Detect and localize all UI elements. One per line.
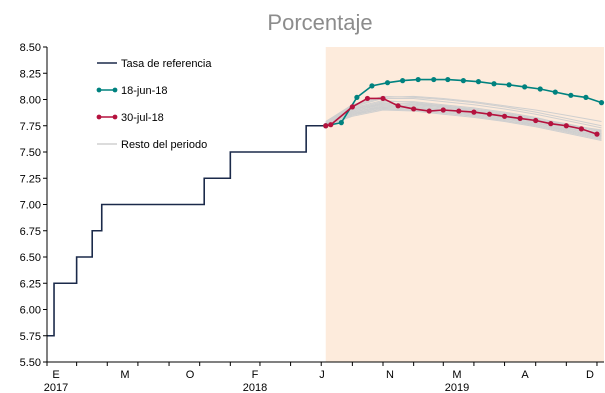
y-tick-label: 6.25 [20,278,41,290]
series-1-point [445,76,451,83]
series-1-point [415,76,421,83]
x-year-label: 2018 [243,382,267,393]
series-1-point [369,83,375,89]
x-tick-label: D [586,369,594,381]
legend-marker [96,114,102,120]
legend-marker [112,114,118,120]
y-tick-label: 7.25 [20,173,41,185]
series-1-point [522,84,528,90]
series-1-point [354,94,360,100]
y-tick-label: 5.50 [20,357,41,369]
chart-title: Porcentaje [267,10,372,35]
y-tick-label: 8.00 [20,95,41,107]
series-2-point [323,123,329,129]
series-1-point [338,120,344,126]
background-curve-15 [325,95,602,123]
y-tick-label: 7.00 [20,200,41,212]
series-2-point [486,111,493,117]
x-tick-label: A [521,369,529,381]
series-2-point [440,107,446,113]
legend-marker [112,87,118,93]
series-2-point [349,104,355,110]
series-2-point [380,95,386,102]
series-1-point [552,89,558,95]
series-2-point [563,123,569,129]
series-2-point [578,126,584,132]
background-curve-5 [325,97,602,129]
series-1-point [598,100,605,106]
series-2-point [426,108,432,114]
series-1-point [399,78,406,84]
series-2-point [517,115,523,121]
series-2-point [548,121,554,127]
series-2-point [411,106,417,112]
legend-label: Resto del periodo [121,139,207,151]
y-tick-label: 5.75 [20,331,41,343]
y-tick-label: 6.50 [20,252,41,264]
series-2-point [471,109,477,115]
background-curve-11 [325,109,602,141]
series-2-point [533,117,539,124]
series-1-point [583,94,589,100]
background-curve-6 [325,108,602,140]
legend-label: Tasa de referencia [121,58,212,70]
series-1-point [431,76,437,83]
y-tick-label: 8.25 [20,68,41,80]
series-1-point [537,86,543,92]
series-2-point [501,113,508,119]
x-year-label: 2017 [44,382,68,393]
background-curve-10 [325,100,602,132]
x-tick-label: M [120,369,129,381]
legend-marker [96,87,102,93]
series-1-point [460,78,466,84]
y-tick-label: 6.75 [20,226,41,238]
x-tick-label: M [452,369,461,381]
series-1-point [475,79,482,85]
series-2-point [395,103,401,109]
x-year-label: 2019 [445,382,469,393]
x-tick-label: J [319,369,325,381]
y-tick-label: 7.50 [20,147,41,159]
legend-label: 18-jun-18 [121,85,167,97]
x-tick-label: O [186,369,195,381]
x-tick-label: N [386,369,394,381]
series-2-point [364,95,371,102]
y-tick-label: 7.75 [20,121,41,133]
series-2-point [594,131,600,137]
reference-rate-line [47,124,326,337]
x-tick-label: F [252,369,259,381]
series-1-point [568,92,574,98]
series-1-point [491,81,497,87]
series-1-point [384,80,391,86]
y-tick-label: 8.50 [20,42,41,54]
series-1-point [506,82,512,88]
background-curve-16 [325,108,602,137]
series-2-point [456,108,462,114]
legend-label: 30-jul-18 [121,112,164,124]
series-2-point [328,122,334,128]
y-tick-label: 6.00 [20,305,41,317]
x-tick-label: E [52,369,59,381]
